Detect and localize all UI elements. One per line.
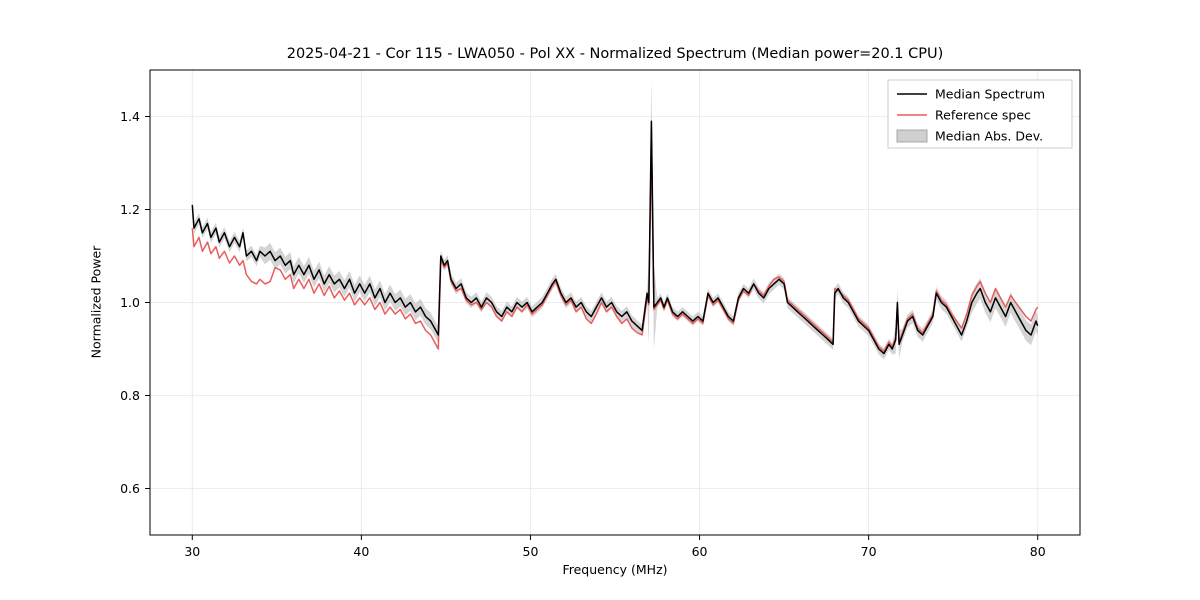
y-tick-label: 1.0 [120, 295, 140, 310]
median-spectrum-line [191, 120, 1039, 355]
legend-label: Median Spectrum [935, 87, 1045, 102]
chart-title: 2025-04-21 - Cor 115 - LWA050 - Pol XX -… [286, 46, 944, 62]
x-tick-label: 60 [692, 544, 708, 559]
x-tick-label: 30 [184, 544, 200, 559]
mad-band [192, 79, 1038, 360]
y-tick-label: 1.4 [120, 109, 140, 124]
x-tick-label: 70 [861, 544, 877, 559]
x-tick-label: 40 [353, 544, 369, 559]
y-axis-label: Normalized Power [88, 245, 104, 359]
x-tick-label: 80 [1030, 544, 1046, 559]
legend-label: Median Abs. Dev. [935, 129, 1043, 144]
y-tick-label: 1.2 [120, 202, 140, 217]
y-tick-label: 0.8 [120, 388, 140, 403]
x-axis-label: Frequency (MHz) [562, 562, 668, 577]
y-tick-label: 0.6 [120, 481, 140, 496]
x-tick-label: 50 [523, 544, 539, 559]
legend-patch-sample [896, 129, 928, 143]
legend-label: Reference spec [935, 108, 1031, 123]
